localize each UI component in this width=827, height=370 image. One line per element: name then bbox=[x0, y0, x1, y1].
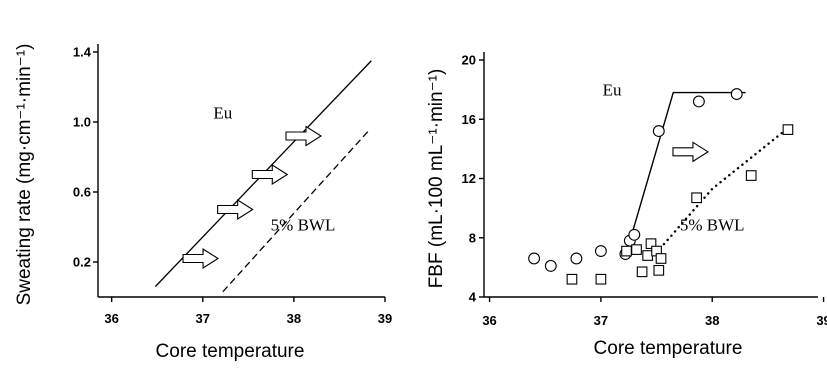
forearm-blood-flow-chart: 36 37 38 39 4 8 12 16 20 Core temperature FBF (mL·… bbox=[426, 52, 827, 359]
x-tick-label: 39 bbox=[816, 313, 827, 328]
y-tick-label: 12 bbox=[462, 171, 476, 186]
y-tick-label: 0.6 bbox=[73, 185, 91, 200]
shift-arrow-icon bbox=[217, 199, 254, 220]
x-tick-label: 37 bbox=[196, 311, 210, 326]
fit-line bbox=[655, 126, 790, 254]
data-point-square bbox=[621, 245, 632, 257]
y-tick-label: 20 bbox=[462, 53, 476, 68]
data-point-square bbox=[691, 192, 702, 204]
data-point-square bbox=[642, 250, 654, 261]
data-point-square bbox=[655, 253, 667, 264]
data-point-square bbox=[782, 124, 794, 135]
data-point-circle bbox=[544, 259, 557, 272]
data-point-square bbox=[595, 273, 607, 285]
x-tick-label: 37 bbox=[594, 313, 608, 328]
y-tick-label: 16 bbox=[462, 112, 476, 127]
shift-arrow-icon bbox=[182, 248, 220, 269]
y-tick-label: 8 bbox=[469, 230, 476, 245]
data-point-square bbox=[653, 264, 665, 276]
data-point-square bbox=[636, 266, 648, 278]
x-tick-label: 39 bbox=[378, 311, 392, 326]
data-point-circle bbox=[652, 125, 665, 138]
x-tick-label: 36 bbox=[104, 311, 118, 326]
shift-arrow-icon bbox=[251, 164, 289, 185]
x-tick-label: 36 bbox=[482, 313, 496, 328]
y-axis-title: FBF (mL·100 mL⁻¹·min⁻¹) bbox=[426, 69, 447, 289]
y-tick-label: 0.2 bbox=[73, 255, 91, 270]
series-line bbox=[222, 130, 370, 293]
data-point-square bbox=[645, 238, 657, 250]
data-point-circle bbox=[570, 252, 583, 265]
fit-line bbox=[625, 91, 746, 253]
group-label: Eu bbox=[213, 104, 232, 123]
data-point-circle bbox=[692, 95, 705, 108]
x-axis-title: Core temperature bbox=[156, 341, 305, 362]
group-label: 5% BWL bbox=[680, 215, 745, 234]
sweating-rate-chart: 36 37 38 39 0.2 0.6 1.0 1.4 Core temperature Swea… bbox=[14, 44, 392, 362]
y-tick-label: 1.4 bbox=[73, 45, 92, 60]
data-point-circle bbox=[594, 245, 607, 258]
x-tick-label: 38 bbox=[287, 311, 301, 326]
shift-arrow-icon bbox=[672, 141, 709, 163]
x-tick-label: 38 bbox=[705, 313, 719, 328]
group-label: 5% BWL bbox=[271, 216, 336, 235]
data-point-square bbox=[631, 244, 642, 255]
data-point-square bbox=[566, 273, 578, 285]
y-tick-label: 1.0 bbox=[73, 115, 91, 130]
y-axis-title: Sweating rate (mg·cm⁻¹·min⁻¹) bbox=[14, 44, 35, 306]
data-point-circle bbox=[628, 228, 641, 241]
data-point-circle bbox=[528, 252, 541, 265]
data-point-square bbox=[745, 170, 757, 181]
shift-arrow-icon bbox=[285, 125, 323, 147]
data-point-circle bbox=[730, 88, 743, 101]
group-label: Eu bbox=[603, 81, 622, 100]
x-axis-title: Core temperature bbox=[594, 338, 743, 359]
y-tick-label: 4 bbox=[469, 290, 477, 305]
